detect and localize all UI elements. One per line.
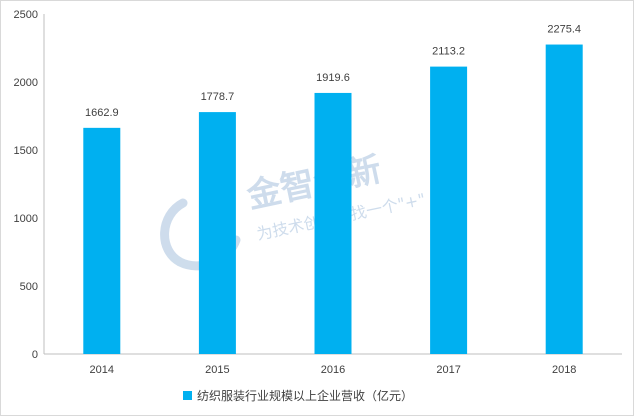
- y-tick-label: 2500: [14, 9, 38, 21]
- bar: [198, 112, 236, 354]
- bar: [314, 92, 352, 355]
- y-tick-label: 1000: [14, 213, 38, 225]
- data-label: 1778.7: [201, 91, 235, 103]
- data-label: 2275.4: [547, 24, 581, 36]
- bar: [430, 66, 468, 354]
- y-tick-label: 2000: [14, 77, 38, 89]
- bar: [545, 44, 583, 355]
- y-tick-labels: 0 500 1000 1500 2000 2500: [14, 9, 38, 361]
- x-tick-label: 2014: [90, 364, 114, 376]
- y-tick-label: 1500: [14, 145, 38, 157]
- y-tick-label: 500: [20, 281, 38, 293]
- x-tick-label: 2016: [321, 364, 345, 376]
- data-label: 1662.9: [85, 107, 119, 119]
- data-labels: 1662.9 1778.7 1919.6 2113.2 2275.4: [85, 24, 581, 119]
- bar-series: [83, 44, 583, 355]
- legend: 纺织服装行业规模以上企业营收（亿元）: [183, 388, 413, 403]
- bar: [83, 127, 121, 354]
- x-tick-label: 2015: [205, 364, 229, 376]
- x-tick-label: 2017: [436, 364, 460, 376]
- x-tick-label: 2018: [552, 364, 576, 376]
- x-tick-labels: 2014 2015 2016 2017 2018: [90, 364, 577, 376]
- data-label: 2113.2: [432, 46, 465, 58]
- data-label: 1919.6: [316, 72, 350, 84]
- legend-swatch: [183, 391, 192, 400]
- legend-label: 纺织服装行业规模以上企业营收（亿元）: [197, 388, 413, 403]
- y-tick-label: 0: [32, 349, 38, 361]
